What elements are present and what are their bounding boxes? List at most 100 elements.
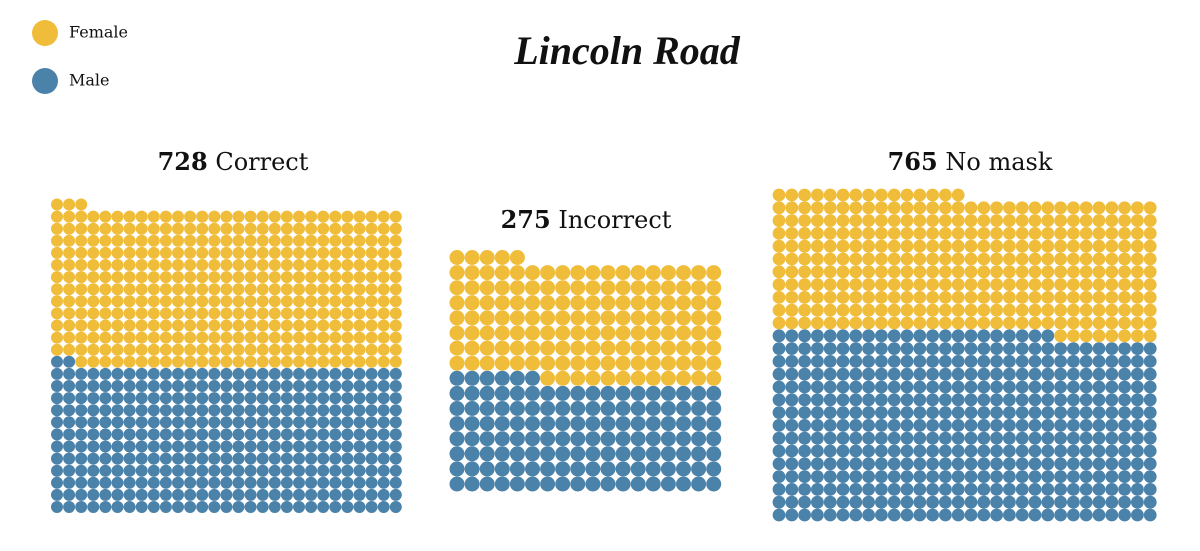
dot: [811, 316, 824, 330]
dot: [785, 214, 799, 228]
dot: [1003, 393, 1016, 407]
dot: [798, 431, 811, 445]
dot: [836, 227, 850, 240]
dot: [329, 234, 342, 247]
dot: [1131, 380, 1144, 394]
dot: [785, 431, 799, 445]
dot: [1105, 470, 1119, 483]
dot: [1054, 444, 1067, 458]
dot: [964, 303, 978, 317]
dot: [377, 283, 390, 296]
dot: [135, 367, 148, 380]
dot: [1041, 214, 1055, 228]
dot: [280, 380, 293, 392]
dot: [964, 444, 978, 458]
dot: [849, 291, 863, 304]
dot: [836, 239, 850, 253]
dot: [1143, 214, 1157, 228]
dot: [849, 431, 863, 445]
dot: [1105, 201, 1119, 215]
dot: [887, 431, 901, 445]
dot: [389, 319, 402, 332]
dot: [772, 303, 786, 317]
dot: [990, 342, 1003, 355]
dot: [706, 310, 722, 326]
dot: [645, 355, 661, 371]
dot: [555, 310, 571, 326]
dot: [256, 355, 269, 368]
dot: [341, 488, 354, 501]
dot: [147, 331, 160, 344]
dot: [798, 188, 811, 202]
dot: [449, 370, 465, 386]
dot: [798, 342, 811, 355]
dot: [256, 428, 269, 441]
dot: [836, 367, 850, 381]
dot: [389, 501, 402, 513]
dot: [1118, 316, 1131, 330]
dot: [1118, 380, 1131, 394]
dot: [1003, 406, 1016, 419]
dot: [772, 483, 786, 496]
dot: [1143, 419, 1157, 432]
dot: [464, 431, 480, 447]
dot: [111, 295, 124, 308]
dot: [329, 355, 342, 368]
dot: [823, 483, 837, 496]
dot: [232, 234, 245, 247]
dot: [87, 476, 100, 489]
dot: [676, 310, 691, 326]
dot: [660, 370, 676, 386]
dot: [836, 508, 850, 522]
dot: [479, 325, 495, 341]
dot: [798, 239, 811, 253]
dot: [377, 380, 390, 392]
dot: [1054, 239, 1067, 253]
dot: [184, 343, 197, 356]
dot: [785, 470, 799, 483]
dot: [811, 265, 824, 279]
dot: [1092, 457, 1106, 471]
dot: [75, 295, 88, 308]
dot: [244, 246, 257, 259]
dot: [63, 416, 76, 429]
dot: [317, 355, 330, 368]
dot: [849, 342, 863, 355]
dot: [900, 406, 914, 419]
dot: [811, 431, 824, 445]
dot: [1143, 355, 1157, 368]
dot: [887, 265, 901, 279]
dot: [449, 250, 465, 265]
dot: [1015, 329, 1029, 343]
dot: [317, 246, 330, 259]
dot: [1067, 431, 1080, 445]
dot: [232, 343, 245, 356]
dot: [172, 295, 184, 308]
dot: [159, 501, 172, 513]
dot: [977, 316, 991, 330]
dot: [1028, 329, 1042, 343]
dot: [939, 316, 952, 330]
dot: [509, 476, 525, 492]
dot: [977, 470, 991, 483]
dot: [99, 488, 112, 501]
dot: [317, 488, 330, 501]
dot: [317, 307, 330, 320]
dot: [256, 295, 269, 308]
dot: [172, 319, 184, 332]
dot: [159, 452, 172, 465]
dot: [630, 370, 646, 386]
dot: [111, 440, 124, 453]
dot: [63, 488, 76, 501]
dot: [184, 392, 197, 405]
dot: [293, 428, 305, 441]
dot: [1105, 342, 1119, 355]
dot: [823, 303, 837, 317]
dot: [1118, 329, 1131, 343]
dot: [964, 393, 978, 407]
dot: [329, 271, 342, 284]
dot: [99, 476, 112, 489]
dot: [464, 370, 480, 386]
dot: [208, 428, 221, 441]
dot: [1028, 393, 1042, 407]
